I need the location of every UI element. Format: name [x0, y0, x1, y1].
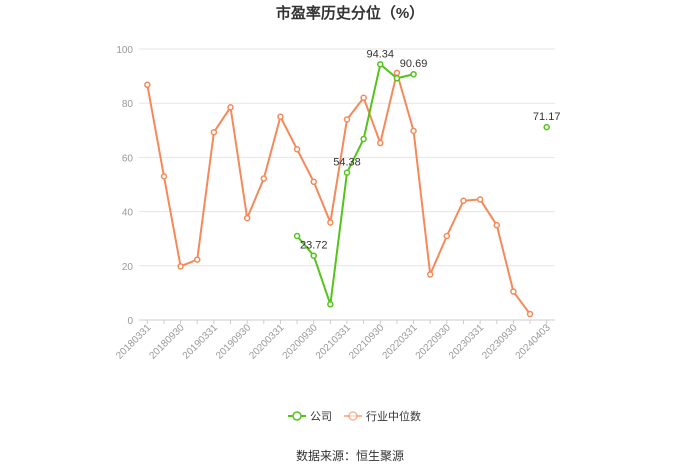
x-tick-label: 20220331 [380, 322, 420, 362]
data-point [210, 128, 218, 136]
data-point [510, 288, 517, 295]
data-point [343, 116, 351, 123]
legend-marker [292, 411, 302, 421]
x-tick-label: 20210331 [314, 322, 354, 362]
legend-item-1[interactable]: 行业中位数 [344, 409, 421, 423]
x-tick-label: 20200930 [281, 322, 321, 362]
data-point [393, 75, 401, 82]
data-point [177, 263, 184, 270]
data-point [426, 271, 434, 278]
data-point [543, 123, 550, 131]
data-point [243, 214, 251, 222]
data-point [310, 178, 317, 186]
y-tick-label: 40 [122, 208, 134, 219]
data-point [343, 169, 351, 176]
x-tick-label: 20230331 [447, 322, 487, 362]
data-label: 90.69 [400, 58, 428, 70]
y-tick-label: 20 [122, 262, 134, 273]
data-point [327, 219, 334, 226]
data-point [160, 173, 168, 180]
x-axis: 2018033120180930201903312019093020200331… [114, 320, 553, 362]
legend-label: 公司 [310, 411, 332, 423]
x-tick-label: 20220930 [414, 322, 454, 362]
grid [139, 48, 555, 321]
legend-marker [348, 411, 358, 421]
data-point [476, 196, 484, 203]
x-tick-label: 20180930 [147, 322, 187, 362]
data-labels: 23.72 54.38 94.34 90.69 71.17 [300, 48, 560, 251]
data-point [293, 232, 301, 240]
x-tick-label: 20230930 [480, 322, 520, 362]
series-lines [146, 62, 531, 315]
y-tick-label: 60 [122, 153, 134, 164]
legend-label: 行业中位数 [366, 409, 421, 423]
series-points [144, 61, 550, 318]
data-point [410, 127, 417, 135]
data-point [377, 61, 384, 68]
data-point [410, 70, 417, 78]
data-source: 数据来源：恒生聚源 [296, 448, 404, 463]
data-point [144, 81, 151, 89]
data-point [377, 139, 384, 147]
data-point [526, 310, 534, 318]
legend[interactable]: 公司 行业中位数 [288, 409, 421, 423]
data-point [260, 175, 268, 182]
series-line-0 [296, 62, 414, 305]
data-point [310, 252, 317, 259]
data-label: 54.38 [333, 157, 361, 169]
data-point [393, 69, 401, 77]
data-point [293, 146, 301, 153]
data-point [327, 301, 334, 308]
y-tick-label: 0 [127, 316, 133, 327]
x-tick-label: 20240403 [514, 322, 554, 362]
y-tick-label: 80 [122, 99, 134, 110]
data-point [277, 113, 284, 120]
series-line-1 [146, 68, 531, 315]
data-point [443, 232, 451, 240]
x-tick-label: 20200331 [247, 322, 287, 362]
x-tick-label: 20210930 [347, 322, 387, 362]
y-tick-label: 100 [116, 45, 133, 56]
legend-item-0[interactable]: 公司 [288, 411, 332, 423]
data-label: 71.17 [533, 111, 561, 123]
x-tick-label: 20180331 [114, 322, 154, 362]
data-label: 23.72 [300, 240, 328, 252]
data-point [360, 94, 367, 102]
data-point [360, 135, 367, 143]
data-point [460, 197, 467, 205]
x-tick-label: 20190930 [214, 322, 254, 362]
y-axis: 0 20 40 60 80 100 [116, 45, 133, 327]
data-point [193, 256, 201, 263]
data-label: 94.34 [367, 48, 395, 60]
data-point [493, 221, 501, 229]
data-point [227, 104, 234, 111]
x-tick-label: 20190331 [181, 322, 221, 362]
chart-title: 市盈率历史分位（%） [276, 4, 424, 22]
